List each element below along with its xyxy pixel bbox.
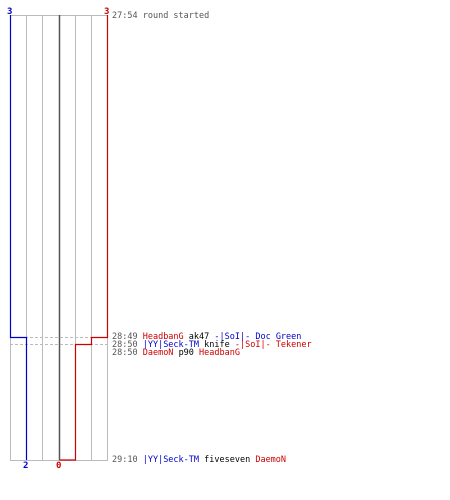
red-team-line [59,15,109,461]
killer-name: DaemoN [142,348,174,358]
kill-event: 29:10 |YY|Seck-TM fiveseven DaemoN [112,456,286,465]
event-time: 28:50 [112,348,138,358]
victim-name: -|SoI|- Tekener [234,340,312,350]
event-time: 29:10 [112,455,138,465]
score-bottom-red: 0 [56,461,61,471]
blue-team-line [9,15,28,460]
event-time: 28:49 [112,332,138,342]
event-time: 28:50 [112,340,138,350]
kill-event: 28:50 |YY|Seck-TM knife -|SoI|- Tekener [112,341,312,350]
score-bottom-blue: 2 [23,461,28,471]
victim-name: HeadbanG [199,348,240,358]
kill-event: 28:50 DaemoN p90 HeadbanG [112,349,240,358]
killer-name: |YY|Seck-TM [142,455,200,465]
kill-event: 28:49 HeadbanG ak47 -|SoI|- Doc Green [112,333,301,342]
event-time: 27:54 [112,11,138,21]
killer-name: HeadbanG [142,332,184,342]
killer-name: |YY|Seck-TM [142,340,200,350]
event-round-start: 27:54 round started [112,12,209,21]
score-top-left: 3 [7,7,12,17]
event-message: round started [142,11,210,21]
weapon-name: p90 [178,348,194,358]
weapon-name: ak47 [188,332,210,342]
weapon-name: knife [204,340,230,350]
victim-name: -|SoI|- Doc Green [214,332,302,342]
victim-name: DaemoN [255,455,287,465]
weapon-name: fiveseven [204,455,251,465]
score-top-right: 3 [104,7,109,17]
